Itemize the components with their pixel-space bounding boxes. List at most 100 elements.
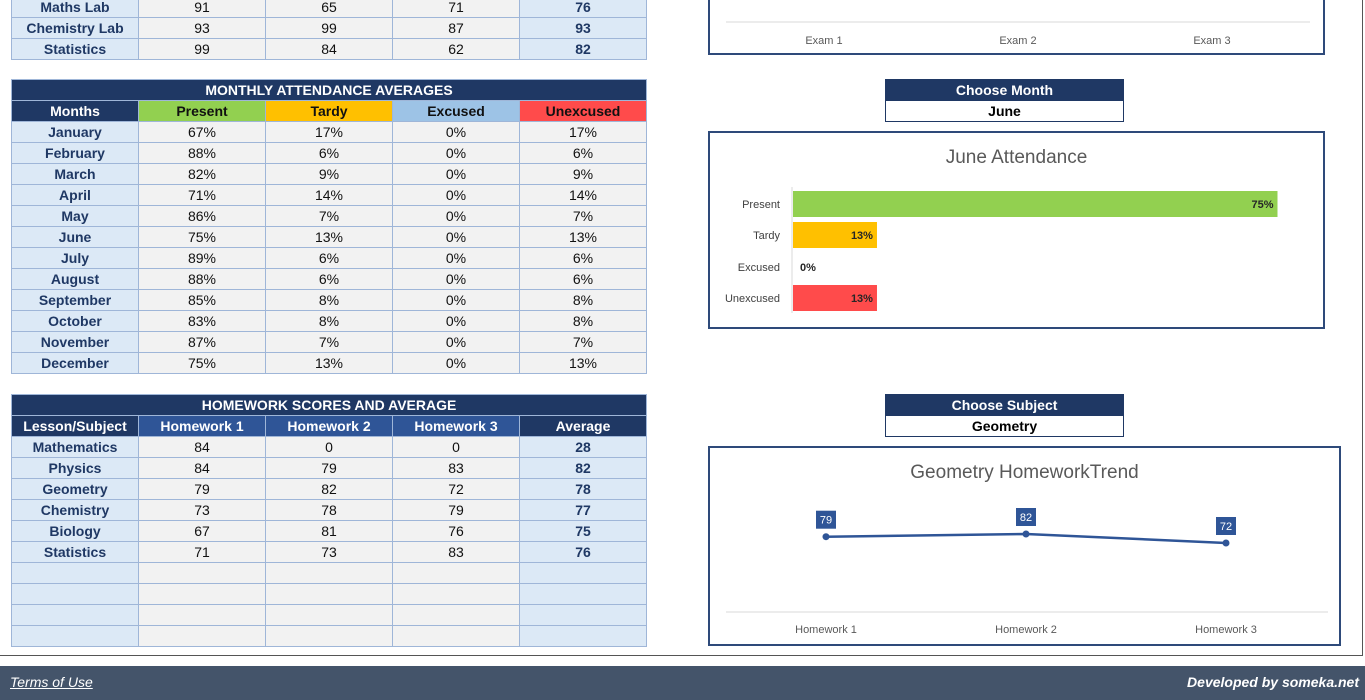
- att-tardy-cell: 13%: [265, 352, 393, 374]
- homework-chart-svg: 79 Homework 1 82 Homework 2 72 Homework 3: [726, 508, 1328, 636]
- att-month-cell: April: [11, 184, 139, 206]
- att-tardy-cell: 8%: [265, 289, 393, 311]
- att-present-cell: 89%: [138, 247, 266, 269]
- homework-trend-chart: Geometry HomeworkTrend 79 Homework 1 82 Hom…: [708, 446, 1341, 646]
- attendance-table: MONTHLY ATTENDANCE AVERAGES Months Prese…: [11, 79, 647, 374]
- exam3-cell: 71: [392, 0, 520, 18]
- att-unexcused-cell: 13%: [519, 352, 647, 374]
- homework-point: [1222, 539, 1230, 547]
- subject-select[interactable]: Geometry: [886, 416, 1123, 436]
- att-tardy-cell: 7%: [265, 205, 393, 227]
- att-header-unexcused: Unexcused: [519, 100, 647, 122]
- attendance-title: MONTHLY ATTENDANCE AVERAGES: [11, 79, 647, 101]
- att-tardy-cell: 6%: [265, 247, 393, 269]
- empty-cell: [138, 583, 266, 605]
- attendance-category-label: Unexcused: [725, 293, 780, 305]
- hw3-cell: 83: [392, 541, 520, 563]
- hw-subject-cell: Physics: [11, 457, 139, 479]
- exam-subject-cell: Chemistry Lab: [11, 17, 139, 39]
- att-present-cell: 67%: [138, 121, 266, 143]
- exam-chart-svg: Exam 1 Exam 2 Exam 3: [726, 21, 1310, 47]
- att-present-cell: 83%: [138, 310, 266, 332]
- hw3-cell: 0: [392, 436, 520, 458]
- att-month-cell: September: [11, 289, 139, 311]
- homework-table: HOMEWORK SCORES AND AVERAGE Lesson/Subje…: [10, 394, 648, 647]
- exam-chart: Exam 1 Exam 2 Exam 3: [708, 0, 1325, 55]
- hw3-cell: 83: [392, 457, 520, 479]
- att-present-cell: 85%: [138, 289, 266, 311]
- empty-cell: [138, 604, 266, 626]
- att-excused-cell: 0%: [392, 163, 520, 185]
- hw-average-cell: 28: [518, 436, 648, 458]
- empty-row: [11, 625, 648, 647]
- hw-subject-cell: Geometry: [11, 478, 139, 500]
- att-month-cell: October: [11, 310, 139, 332]
- hw1-cell: 84: [138, 436, 266, 458]
- table-row: Geometry 79 82 72 78: [11, 478, 648, 500]
- att-month-cell: May: [11, 205, 139, 227]
- exam-average-cell: 93: [519, 17, 647, 39]
- table-row: Chemistry 73 78 79 77: [11, 499, 648, 521]
- empty-row: [11, 604, 648, 626]
- month-select[interactable]: June: [886, 101, 1123, 121]
- hw1-cell: 79: [138, 478, 266, 500]
- att-present-cell: 88%: [138, 268, 266, 290]
- footer-bar: Terms of Use Developed by someka.net: [0, 666, 1365, 700]
- att-month-cell: June: [11, 226, 139, 248]
- table-row: Biology 67 81 76 75: [11, 520, 648, 542]
- hw-subject-cell: Chemistry: [11, 499, 139, 521]
- hw3-cell: 76: [392, 520, 520, 542]
- att-unexcused-cell: 6%: [519, 268, 647, 290]
- choose-month: Choose Month June: [885, 79, 1124, 122]
- attendance-bar: [793, 222, 877, 248]
- homework-chart-title: Geometry HomeworkTrend: [910, 462, 1139, 483]
- att-present-cell: 82%: [138, 163, 266, 185]
- table-row: Statistics 71 73 83 76: [11, 541, 648, 563]
- attendance-category-label: Tardy: [753, 230, 780, 242]
- terms-of-use-link[interactable]: Terms of Use: [10, 674, 93, 690]
- attendance-bar: [793, 191, 1278, 217]
- att-header-excused: Excused: [392, 100, 520, 122]
- att-tardy-cell: 14%: [265, 184, 393, 206]
- att-excused-cell: 0%: [392, 289, 520, 311]
- att-unexcused-cell: 7%: [519, 331, 647, 353]
- exam-x-tick-label: Exam 2: [999, 35, 1036, 47]
- hw-average-cell: 77: [518, 499, 648, 521]
- att-month-cell: August: [11, 268, 139, 290]
- exam-average-cell: 76: [519, 0, 647, 18]
- exam-x-tick-label: Exam 1: [805, 35, 842, 47]
- att-month-cell: July: [11, 247, 139, 269]
- att-present-cell: 87%: [138, 331, 266, 353]
- att-excused-cell: 0%: [392, 142, 520, 164]
- att-excused-cell: 0%: [392, 121, 520, 143]
- hw-subject-cell: Statistics: [11, 541, 139, 563]
- homework-point: [1022, 530, 1030, 538]
- homework-point: [822, 533, 830, 541]
- table-row: March 82% 9% 0% 9%: [11, 163, 647, 185]
- att-tardy-cell: 7%: [265, 331, 393, 353]
- homework-data-label: 79: [820, 515, 832, 527]
- empty-cell: [392, 562, 520, 584]
- hw2-cell: 79: [265, 457, 393, 479]
- table-row: Chemistry Lab 93 99 87 93: [11, 17, 647, 39]
- attendance-chart-title: June Attendance: [945, 147, 1088, 168]
- empty-cell: [518, 562, 648, 584]
- hw1-cell: 84: [138, 457, 266, 479]
- att-tardy-cell: 17%: [265, 121, 393, 143]
- att-month-cell: March: [11, 163, 139, 185]
- exam-average-cell: 82: [519, 38, 647, 60]
- att-header-months: Months: [11, 100, 139, 122]
- hw-header-h3: Homework 3: [392, 415, 520, 437]
- attendance-value-label: 13%: [851, 230, 873, 242]
- table-row: Mathematics 84 0 0 28: [11, 436, 648, 458]
- att-tardy-cell: 6%: [265, 268, 393, 290]
- table-row: Statistics 99 84 62 82: [11, 38, 647, 60]
- att-excused-cell: 0%: [392, 331, 520, 353]
- att-unexcused-cell: 6%: [519, 142, 647, 164]
- att-excused-cell: 0%: [392, 247, 520, 269]
- att-unexcused-cell: 17%: [519, 121, 647, 143]
- empty-cell: [265, 625, 393, 647]
- choose-month-label: Choose Month: [886, 80, 1123, 101]
- hw-average-cell: 76: [518, 541, 648, 563]
- att-excused-cell: 0%: [392, 268, 520, 290]
